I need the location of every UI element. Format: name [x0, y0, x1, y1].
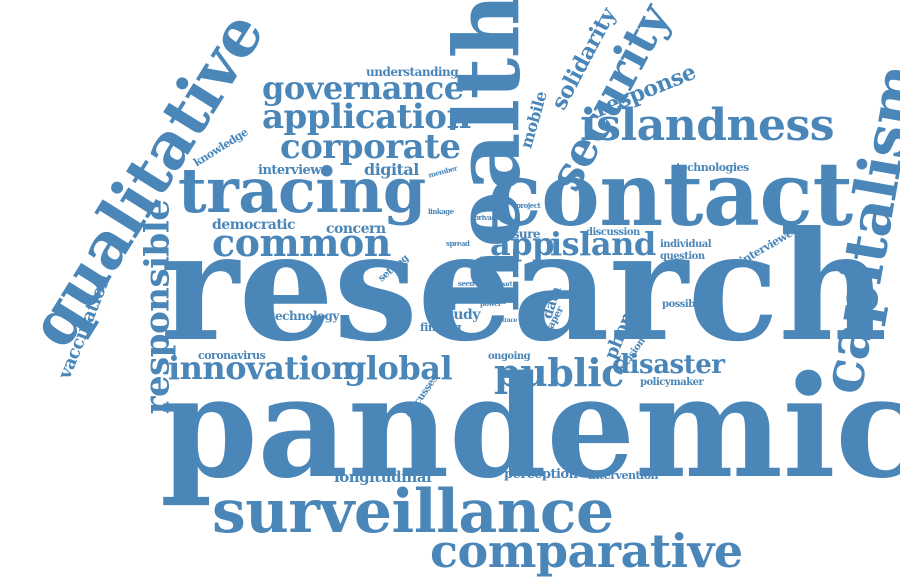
word-pandemic: pandemic: [160, 346, 900, 510]
word-contact: contact: [488, 142, 853, 246]
word-trace: trace: [502, 317, 517, 324]
word-question: question: [660, 251, 705, 262]
word-islandness: islandness: [580, 100, 835, 151]
word-app: app: [490, 225, 554, 263]
word-corporate: corporate: [280, 127, 461, 167]
word-public: public: [494, 350, 624, 395]
word-disaster: disaster: [612, 350, 725, 380]
word-democratic: democratic: [212, 217, 296, 233]
word-measure: measure: [486, 227, 541, 241]
word-common: common: [212, 220, 391, 265]
word-policymaker: policymaker: [640, 377, 704, 388]
word-part: part: [500, 281, 513, 288]
word-understanding: understanding: [366, 65, 459, 79]
word-linkage: linkage: [428, 207, 454, 216]
word-global: global: [344, 349, 453, 387]
word-comparative: comparative: [430, 524, 743, 578]
word-research: research: [160, 199, 887, 375]
word-longitudinal: longitudinal: [334, 468, 432, 486]
word-virus: virus: [458, 293, 473, 300]
word-intervention: intervention: [588, 469, 659, 482]
word-individual: individual: [660, 239, 712, 250]
word-spread: spread: [446, 239, 470, 248]
word-privacy: privacy: [474, 213, 499, 222]
word-discussion: discussion: [586, 227, 640, 238]
word-interview: interview: [258, 163, 321, 178]
word-innovation: innovation: [168, 349, 354, 387]
word-project: project: [516, 201, 541, 210]
word-responsible: responsible: [137, 199, 178, 415]
word-coronavirus: coronavirus: [198, 349, 266, 362]
word-application: application: [262, 97, 471, 137]
word-power: power: [480, 299, 502, 308]
word-governance: governance: [262, 69, 464, 107]
word-possibility: possibility: [662, 299, 715, 310]
word-study: study: [440, 307, 480, 323]
word-finding: finding: [420, 321, 461, 334]
word-concern: concern: [326, 221, 386, 237]
word-digital: digital: [364, 160, 419, 179]
word-technology: technology: [270, 309, 339, 323]
word-seen: seen: [458, 279, 474, 288]
word-surveillance: surveillance: [212, 477, 614, 547]
word-island: island: [550, 225, 656, 263]
word-tracing: tracing: [178, 154, 426, 227]
word-perception: perception: [504, 467, 578, 482]
word-ongoing: ongoing: [488, 351, 531, 362]
word-design: design: [478, 255, 501, 264]
word-technologies: technologies: [676, 161, 749, 174]
